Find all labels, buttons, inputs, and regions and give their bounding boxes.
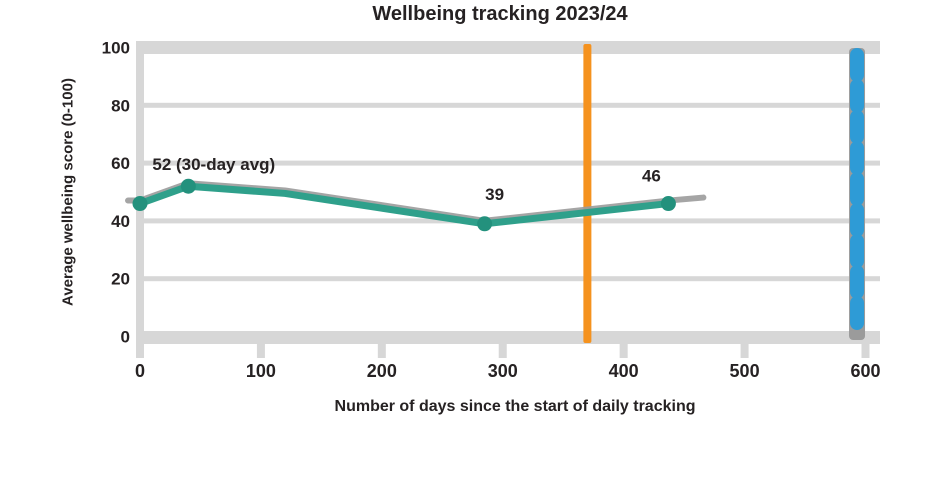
left-spine bbox=[136, 41, 144, 344]
gridline bbox=[136, 160, 880, 166]
point-annotation: 39 bbox=[485, 185, 504, 204]
legend: Wellbeing score average Started flying S… bbox=[0, 438, 940, 494]
series-line bbox=[136, 182, 672, 228]
x-tick bbox=[136, 344, 144, 358]
y-tick-label: 0 bbox=[121, 328, 130, 347]
x-tick bbox=[619, 344, 628, 358]
x-tick-label: 200 bbox=[367, 361, 397, 381]
plot-area: 0 100 200 300 400 500 600 0 20 40 60 80 100 52 (30-da… bbox=[102, 39, 881, 382]
started-flying-line bbox=[583, 44, 592, 343]
series-point-marker bbox=[180, 178, 196, 194]
y-tick-label: 60 bbox=[111, 154, 130, 173]
x-tick bbox=[377, 344, 386, 358]
point-annotation: 46 bbox=[642, 167, 661, 186]
x-tick-label: 500 bbox=[730, 361, 760, 381]
x-tick-label: 300 bbox=[488, 361, 518, 381]
series-point-marker bbox=[660, 196, 676, 212]
point-annotation: 52 (30-day avg) bbox=[152, 155, 275, 174]
series-point-marker bbox=[477, 216, 493, 232]
x-tick-label: 100 bbox=[246, 361, 276, 381]
series-point-marker bbox=[132, 196, 148, 212]
gridline bbox=[136, 276, 880, 282]
x-tick-label: 0 bbox=[135, 361, 145, 381]
bottom-spine bbox=[136, 331, 880, 344]
x-tick bbox=[740, 344, 749, 358]
x-axis-label: Number of days since the start of daily … bbox=[334, 398, 696, 415]
y-tick-label: 80 bbox=[111, 96, 130, 115]
y-tick-label: 100 bbox=[102, 39, 130, 58]
y-tick-label: 20 bbox=[111, 270, 130, 289]
x-tick-label: 600 bbox=[850, 361, 880, 381]
gridline bbox=[136, 102, 880, 108]
x-tick-label: 400 bbox=[609, 361, 639, 381]
x-tick bbox=[498, 344, 507, 358]
x-tick bbox=[256, 344, 265, 358]
x-tick bbox=[861, 344, 870, 358]
chart-title: Wellbeing tracking 2023/24 bbox=[372, 3, 628, 25]
y-tick-label: 40 bbox=[111, 212, 130, 231]
top-spine bbox=[136, 41, 880, 54]
